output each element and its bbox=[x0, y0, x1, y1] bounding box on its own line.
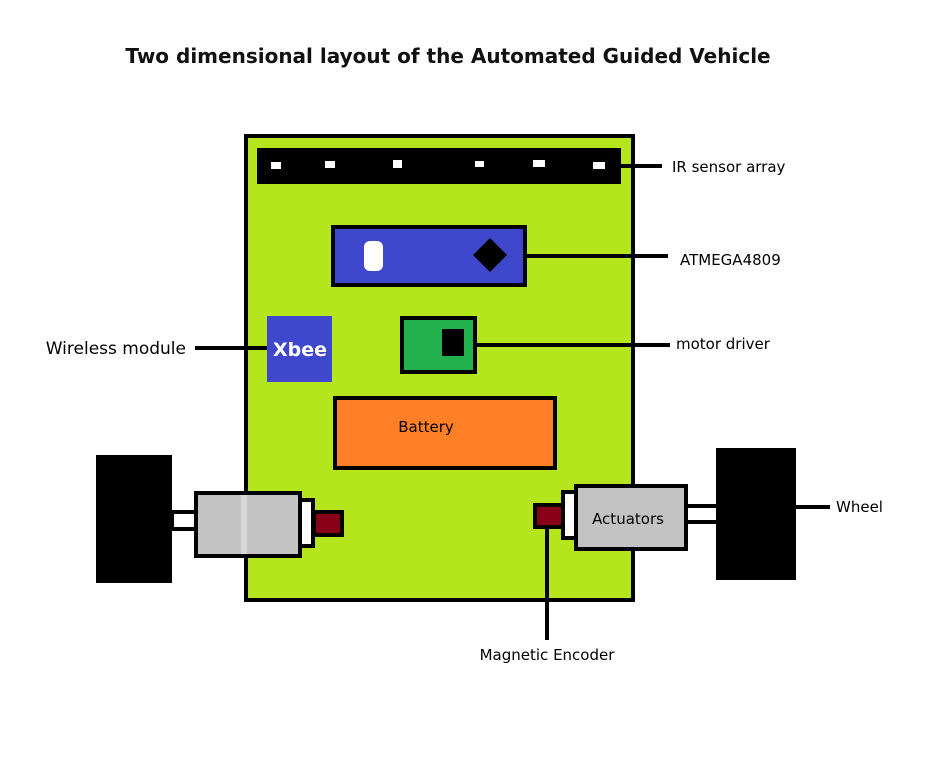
left-actuator bbox=[194, 491, 302, 558]
ir-sensor-6 bbox=[593, 162, 605, 169]
microcontroller-usb-port bbox=[364, 241, 383, 271]
xbee-label: Xbee bbox=[273, 339, 327, 361]
actuators-label: Actuators bbox=[592, 510, 664, 528]
left-wheel bbox=[96, 455, 172, 583]
ir-sensor-5 bbox=[533, 160, 545, 167]
right-wheel bbox=[716, 448, 796, 580]
ir-sensor-1 bbox=[271, 162, 281, 169]
label-ir-sensor-array: IR sensor array bbox=[672, 158, 786, 176]
label-motor-driver: motor driver bbox=[676, 335, 771, 353]
battery-pack bbox=[333, 396, 557, 470]
ir-sensor-4 bbox=[475, 161, 484, 167]
ir-sensor-array bbox=[257, 148, 621, 184]
diagram-title: Two dimensional layout of the Automated … bbox=[125, 44, 771, 68]
label-wireless-module: Wireless module bbox=[46, 339, 186, 359]
battery-label: Battery bbox=[398, 418, 454, 436]
motor-driver-chip bbox=[442, 329, 464, 356]
ir-sensor-3 bbox=[393, 160, 402, 168]
right-magnetic-encoder bbox=[533, 503, 565, 529]
label-magnetic-encoder: Magnetic Encoder bbox=[480, 646, 616, 664]
motor-driver-board bbox=[400, 316, 477, 374]
left-magnetic-encoder bbox=[312, 510, 344, 537]
microcontroller-chip bbox=[473, 238, 507, 272]
xbee-module bbox=[267, 316, 332, 382]
right-actuator bbox=[574, 484, 688, 551]
left-actuator-shaft bbox=[298, 498, 315, 548]
left-axle bbox=[170, 510, 199, 531]
label-atmega: ATMEGA4809 bbox=[680, 251, 781, 269]
label-wheel: Wheel bbox=[836, 498, 883, 516]
ir-sensor-2 bbox=[325, 161, 335, 168]
right-axle bbox=[684, 504, 720, 524]
